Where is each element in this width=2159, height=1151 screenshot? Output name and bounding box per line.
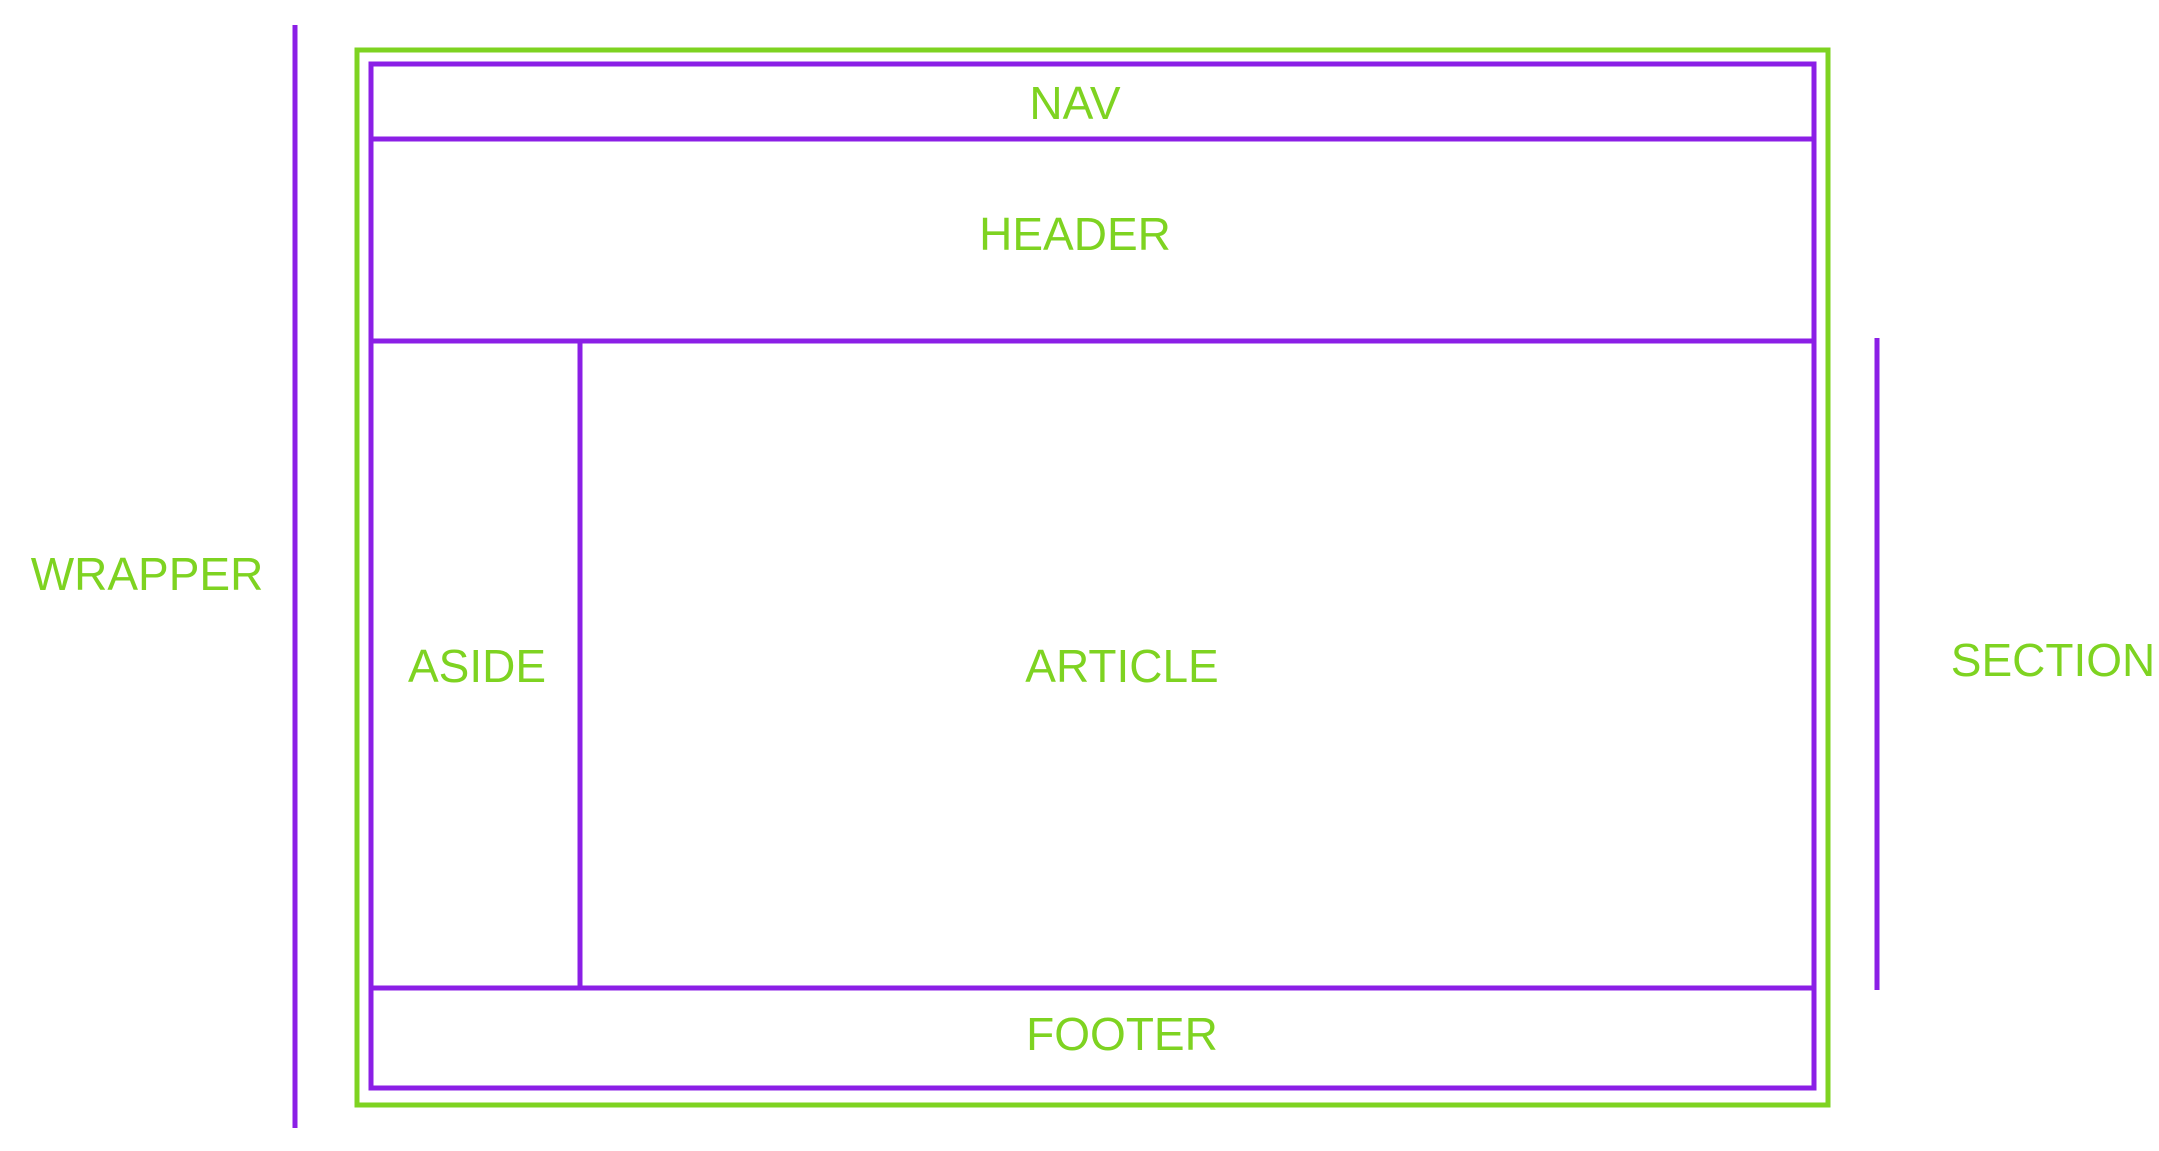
footer-label: FOOTER (1026, 1008, 1218, 1060)
wrapper-outer-box (354, 47, 1831, 1108)
aside-label: ASIDE (408, 640, 546, 692)
wrapper-label: WRAPPER (31, 548, 264, 600)
inner-container-box (368, 61, 1817, 1091)
article-label: ARTICLE (1025, 640, 1218, 692)
header-label: HEADER (979, 208, 1171, 260)
section-label: SECTION (1951, 634, 2155, 686)
nav-label: NAV (1029, 77, 1120, 129)
